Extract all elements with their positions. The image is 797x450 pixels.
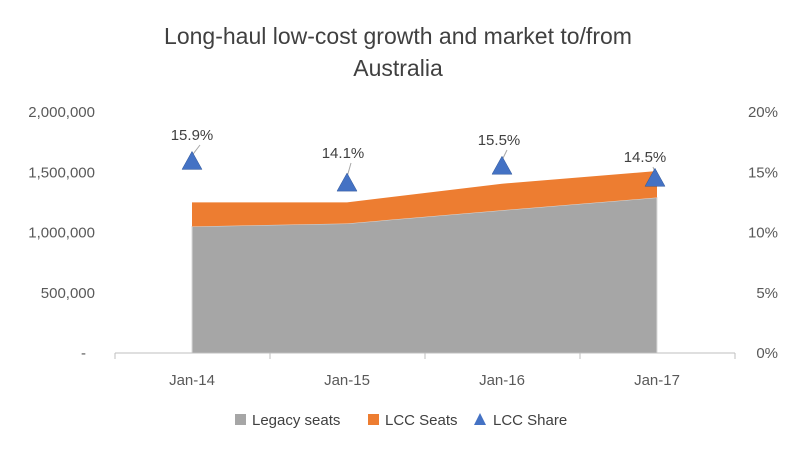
lcc-share-marker (181, 150, 203, 170)
legend-marker-lcc-share (474, 413, 486, 425)
y-left-tick-label: 2,000,000 (28, 104, 95, 121)
y-left-tick-label: 1,500,000 (28, 164, 95, 181)
x-tick-label: Jan-17 (634, 372, 680, 389)
lcc-share-marker (644, 167, 666, 187)
y-right-tick-label: 15% (748, 164, 778, 181)
legend-swatch-legacy-seats (235, 414, 246, 425)
lcc-share-marker (336, 172, 358, 192)
y-right-tick-label: 5% (756, 285, 778, 302)
x-tick-label: Jan-15 (324, 372, 370, 389)
chart-title-line: Australia (353, 55, 443, 81)
y-left-tick-label: 500,000 (41, 285, 95, 302)
chart-title-line: Long-haul low-cost growth and market to/… (164, 23, 632, 49)
legend-swatch-lcc-seats (368, 414, 379, 425)
lcc-share-data-label: 14.1% (322, 145, 365, 162)
y-right-tick-label: 0% (756, 345, 778, 362)
lcc-share-data-label: 15.9% (171, 127, 214, 144)
x-tick-label: Jan-14 (169, 372, 215, 389)
y-right-tick-label: 20% (748, 104, 778, 121)
lcc-share-data-label: 14.5% (624, 149, 667, 166)
y-left-tick-label: 1,000,000 (28, 225, 95, 242)
legend-label-lcc-share: LCC Share (493, 412, 567, 429)
lcc-share-data-label: 15.5% (478, 132, 521, 149)
lcc-share-marker (491, 155, 513, 175)
legend-label-legacy-seats: Legacy seats (252, 412, 340, 429)
area-lcc-seats (192, 171, 657, 227)
legend-label-lcc-seats: LCC Seats (385, 412, 458, 429)
x-tick-label: Jan-16 (479, 372, 525, 389)
y-left-tick-label: - (81, 345, 86, 362)
y-right-tick-label: 10% (748, 225, 778, 242)
